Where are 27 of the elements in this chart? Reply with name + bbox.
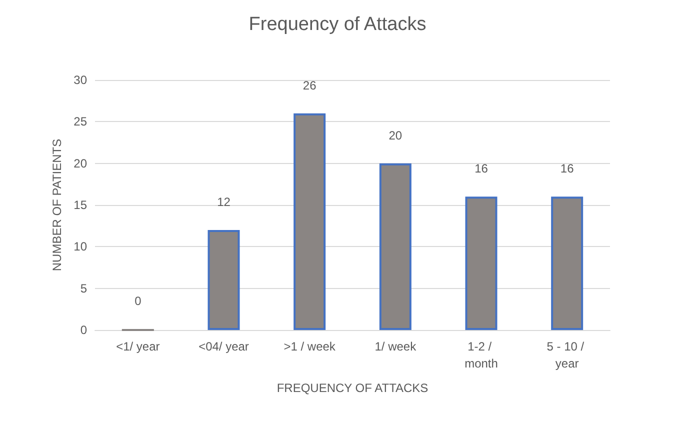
bar (294, 113, 326, 330)
chart-title: Frequency of Attacks (248, 14, 426, 35)
y-axis-title: NUMBER OF PATIENTS (50, 138, 64, 272)
data-label: 12 (217, 195, 231, 209)
data-label: 0 (134, 294, 142, 308)
data-label: 20 (388, 128, 402, 142)
y-tick-label: 5 (80, 281, 88, 296)
y-tick-label: 15 (74, 198, 88, 212)
bar (208, 230, 240, 330)
y-tick-label: 25 (74, 114, 88, 129)
x-tick-label: <04/ year (198, 340, 249, 354)
y-tick-label: 0 (80, 323, 88, 337)
x-tick-label: 5 - 10 / year (546, 340, 588, 370)
x-tick-label: >1 / week (284, 340, 336, 354)
x-tick-label: 1/ week (374, 340, 418, 354)
data-label: 26 (302, 78, 317, 92)
y-tick-label: 10 (74, 240, 88, 254)
x-tick-label: <1/ year (116, 340, 160, 354)
data-label: 16 (560, 162, 574, 176)
bar (465, 196, 498, 330)
x-tick-label: 1-2 / month (464, 340, 498, 370)
y-tick-label: 30 (74, 73, 88, 87)
x-axis-title: FREQUENCY OF ATTACKS (276, 381, 428, 395)
bar (551, 196, 584, 330)
y-tick-label: 20 (74, 156, 88, 170)
data-label: 16 (474, 162, 488, 176)
bar (379, 163, 412, 330)
